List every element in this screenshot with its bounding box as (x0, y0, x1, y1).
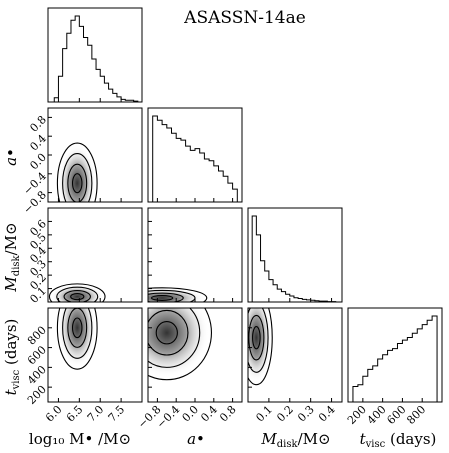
x-tick-label-tvisc: 200 (345, 403, 369, 427)
density-contour-1 (70, 293, 85, 301)
y-tick-label-tvisc: 200 (25, 383, 49, 407)
density-contour-4 (56, 308, 98, 370)
svg-text:tvisc (days): tvisc (days) (360, 430, 437, 450)
density-contour-3 (62, 153, 93, 202)
chart-title: ASASSN-14ae (183, 8, 306, 28)
panel-frame (247, 307, 343, 403)
ylabel-tvisc-tail: (days) (2, 319, 20, 370)
density-contour-1 (155, 321, 178, 345)
histogram-mdisk (251, 215, 337, 302)
x-tick-label-mdisk: 0.2 (274, 403, 296, 425)
xlabel-mdisk-group: Mdisk/M⊙ (260, 430, 330, 450)
panels-layer: 6.0 6.5 7.0 7.5 −0.8−0.40.00.40.8 0.1 0.2 0.3 0.… (21, 7, 443, 431)
density-shade (248, 308, 272, 383)
xlabel-tvisc-group: tvisc (days) (360, 430, 437, 450)
panel-frame (47, 307, 143, 403)
x-tick-label-tvisc: 800 (404, 403, 428, 427)
density-contour-1 (71, 317, 83, 339)
density-contour-3 (148, 289, 196, 302)
density-contour-3 (248, 308, 269, 373)
ylabel-tvisc-group: tvisc (days) (2, 319, 22, 396)
density-contour-4 (248, 308, 273, 386)
density-contour-4 (148, 287, 208, 302)
x-tick-label-logM: 7.0 (85, 403, 107, 425)
y-tick-label-a: 0.0 (27, 151, 49, 173)
ylabel-mdisk-sub: disk (11, 254, 22, 276)
density-contour-1 (252, 326, 261, 350)
panel-tvisc-vs-logM (47, 307, 143, 403)
panel-mdisk-vs-a (147, 207, 243, 303)
x-tick-label-a: 0.4 (198, 403, 220, 425)
histogram-logM (53, 15, 139, 102)
title-group: ASASSN-14ae (183, 8, 306, 28)
xlabel-logM: log₁₀ M• /M⊙ (29, 430, 131, 448)
y-tick-label-tvisc: 600 (25, 343, 49, 367)
panel-tvisc-vs-tvisc (347, 307, 443, 403)
panel-frame (47, 7, 143, 103)
xlabel-tvisc-tail: (days) (385, 430, 436, 448)
density-contour-3 (56, 286, 99, 302)
ylabel-a: a• (2, 148, 20, 166)
density-contour-3 (148, 308, 201, 368)
density-contour-2 (148, 292, 184, 302)
ylabel-mdisk-tail: /M⊙ (2, 222, 20, 255)
density-contour-3 (62, 308, 93, 359)
density-shade (148, 308, 210, 378)
x-tick-label-tvisc: 600 (385, 403, 409, 427)
density-shade (58, 145, 97, 202)
density-contour-1 (150, 295, 174, 301)
histogram-a (152, 115, 238, 202)
xlabel-tvisc-sub: visc (365, 439, 386, 450)
x-tick-label-mdisk: 0.1 (253, 403, 275, 425)
ylabel-tvisc-sub: visc (11, 369, 22, 390)
ylabel-mdisk-group: Mdisk/M⊙ (2, 222, 22, 292)
density-contour-4 (148, 308, 212, 381)
xlabel-a: a• (187, 430, 205, 448)
y-tick-label-a: 0.4 (27, 132, 49, 154)
density-shade (50, 284, 104, 302)
x-tick-label-mdisk: 0.4 (316, 403, 338, 425)
panel-tvisc-vs-mdisk (247, 307, 343, 403)
svg-text:Mdisk/M⊙: Mdisk/M⊙ (260, 430, 330, 450)
density-contour-4 (56, 142, 98, 202)
x-tick-label-logM: 7.5 (106, 403, 128, 425)
svg-text:tvisc (days): tvisc (days) (2, 319, 22, 396)
density-contour-2 (67, 163, 88, 202)
x-tick-label-a: 0.8 (217, 403, 239, 425)
x-tick-label-mdisk: 0.3 (295, 403, 317, 425)
density-shade (148, 288, 205, 302)
panel-logM-vs-logM (47, 7, 143, 103)
xlabel-mdisk-tail: /M⊙ (298, 430, 331, 448)
x-tick-label-tvisc: 400 (365, 403, 389, 427)
panel-mdisk-vs-logM (47, 207, 143, 303)
density-contour-2 (63, 290, 91, 302)
histogram-tvisc (352, 315, 438, 402)
density-contour-1 (71, 173, 83, 194)
y-tick-label-tvisc: 400 (25, 363, 49, 387)
x-tick-label-logM: 6.5 (64, 403, 86, 425)
density-contour-2 (248, 314, 265, 361)
panel-a-vs-logM (47, 107, 143, 203)
xlabel-mdisk-main: M (260, 430, 277, 448)
density-contour-2 (148, 309, 189, 356)
x-tick-label-logM: 6.0 (43, 403, 65, 425)
ylabel-tvisc-main: t (2, 388, 20, 395)
ylabel-mdisk-main: M (2, 276, 20, 293)
x-tick-label-a: 0.0 (180, 403, 202, 425)
panel-a-vs-a (147, 107, 243, 203)
panel-mdisk-vs-mdisk (247, 207, 343, 303)
density-contour-4 (48, 283, 106, 302)
y-tick-label-a: 0.8 (27, 113, 49, 135)
panel-frame (347, 307, 443, 403)
svg-text:Mdisk/M⊙: Mdisk/M⊙ (2, 222, 22, 292)
xlabel-tvisc-main: t (360, 430, 367, 448)
panel-frame (47, 207, 143, 303)
y-tick-label-tvisc: 800 (25, 324, 49, 348)
panel-tvisc-vs-a (147, 307, 243, 403)
xlabel-mdisk-sub: disk (277, 439, 299, 450)
panel-frame (247, 207, 343, 303)
